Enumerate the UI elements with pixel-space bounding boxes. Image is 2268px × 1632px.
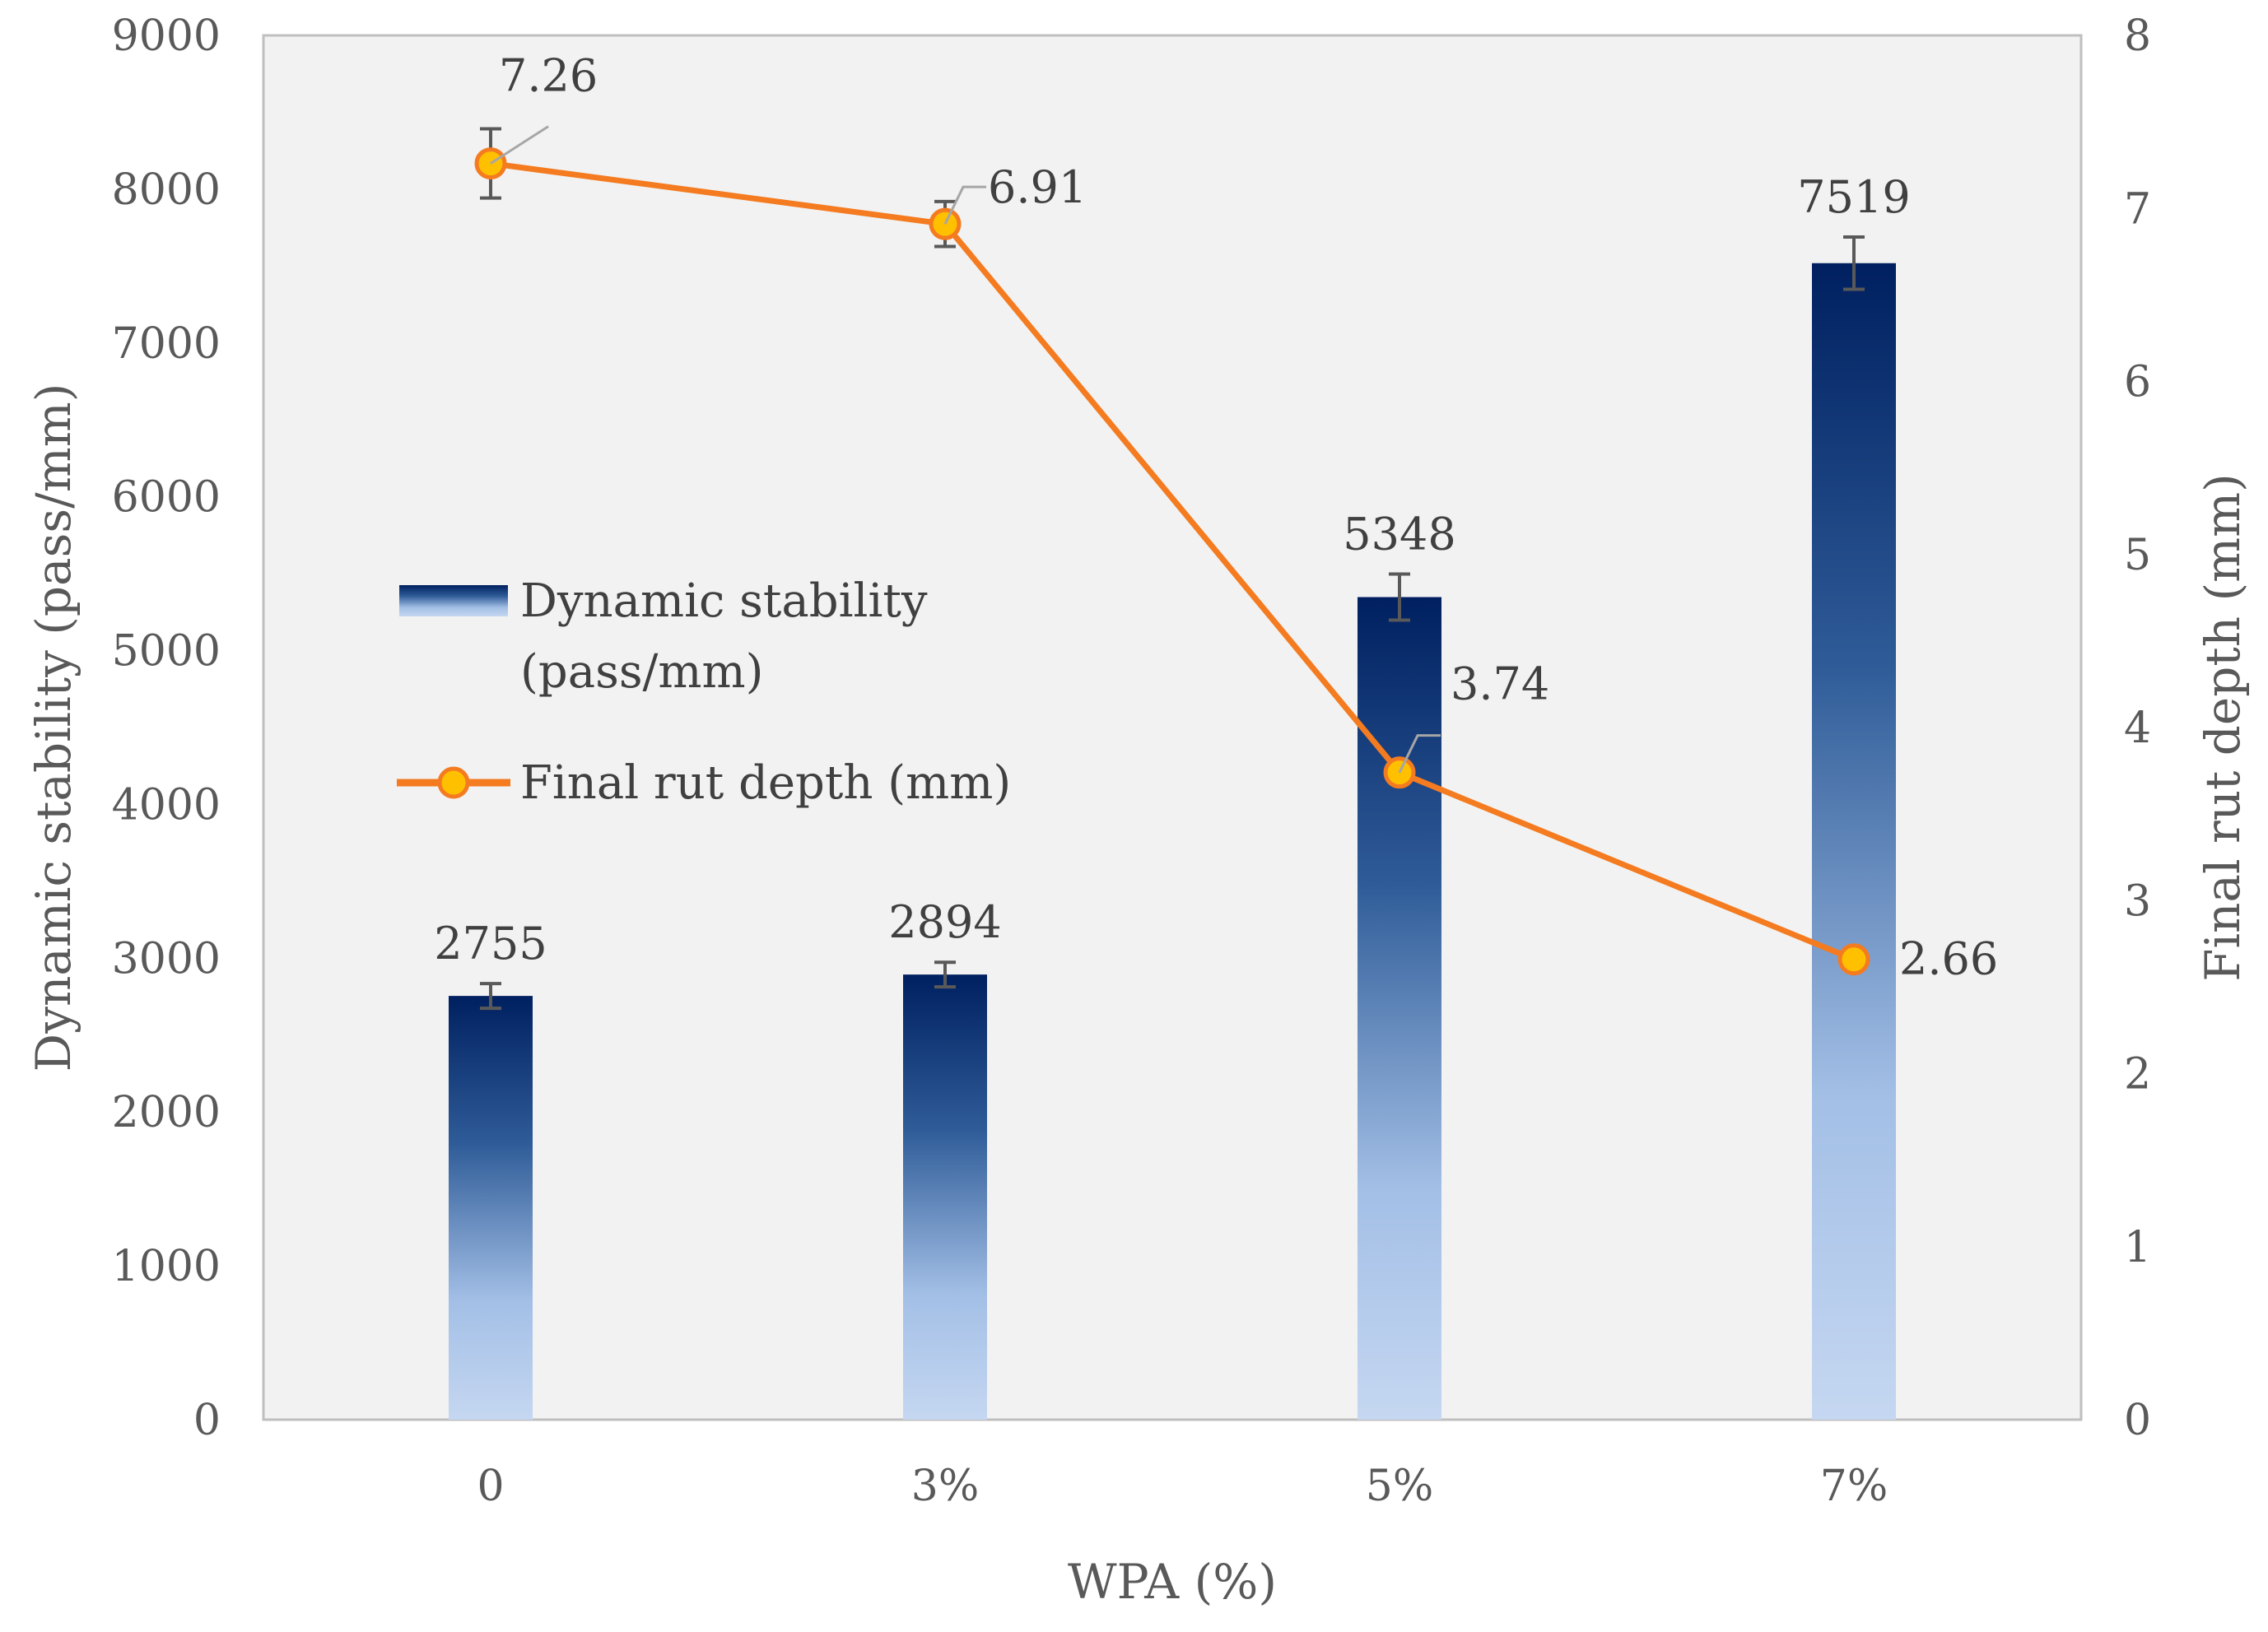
x-tick-label: 5%: [1366, 1462, 1434, 1511]
legend: Dynamic stability (pass/mm) Final rut de…: [397, 574, 1011, 810]
bar-data-label: 2755: [434, 918, 547, 969]
bar: [449, 996, 533, 1420]
y2-tick-label: 0: [2124, 1396, 2151, 1445]
y-tick-label: 1000: [112, 1242, 221, 1291]
legend-bar-label-line2: (pass/mm): [520, 645, 763, 699]
line-point: [1837, 943, 1870, 976]
y-tick-label: 7000: [112, 319, 221, 369]
y-tick-label: 3000: [112, 934, 221, 983]
line-data-label: 2.66: [1899, 933, 1998, 985]
y2-tick-label: 3: [2124, 876, 2151, 926]
y2-tick-label: 7: [2124, 184, 2151, 234]
x-tick-label: 7%: [1820, 1462, 1888, 1511]
bar: [1812, 263, 1896, 1420]
y-tick-label: 4000: [112, 780, 221, 830]
y-tick-label: 9000: [112, 12, 221, 61]
legend-line-label: Final rut depth (mm): [520, 756, 1011, 810]
y-axis-title: Dynamic stability (pass/mm): [26, 384, 81, 1072]
line-label-leader: [490, 125, 549, 165]
line-data-label: 7.26: [499, 50, 598, 102]
y-tick-label: 8000: [112, 165, 221, 215]
line-series: [490, 160, 1856, 962]
y-tick-label: 5000: [112, 627, 221, 677]
legend-bar-swatch: [399, 585, 508, 616]
y-tick-label: 2000: [112, 1088, 221, 1137]
y-tick-label: 0: [193, 1396, 221, 1445]
bar-data-label: 7519: [1797, 171, 1910, 223]
bar-data-label: 2894: [888, 896, 1001, 948]
bar: [1358, 597, 1441, 1420]
x-tick-label: 3%: [911, 1462, 980, 1511]
y2-tick-label: 4: [2124, 704, 2151, 753]
legend-bar-label: Dynamic stability: [520, 574, 928, 628]
bar-data-label: 5348: [1343, 508, 1455, 560]
line-data-label: 6.91: [988, 161, 1087, 213]
y2-axis-title: Final rut depth (mm): [2195, 473, 2251, 981]
y2-tick-label: 8: [2124, 12, 2151, 61]
y2-tick-label: 5: [2124, 531, 2151, 580]
y2-tick-label: 6: [2124, 358, 2151, 407]
line-label-leader: [1398, 734, 1441, 774]
x-tick-label: 0: [477, 1462, 504, 1511]
bar: [903, 974, 987, 1420]
line-data-label: 3.74: [1451, 658, 1549, 710]
y2-tick-label: 2: [2124, 1050, 2151, 1100]
y-tick-label: 6000: [112, 473, 221, 523]
legend-line-marker: [437, 766, 470, 799]
x-axis-title: WPA (%): [1068, 1554, 1277, 1610]
plot-area: [262, 34, 2083, 1421]
y2-tick-label: 1: [2124, 1223, 2151, 1272]
line-label-leader: [943, 185, 986, 225]
